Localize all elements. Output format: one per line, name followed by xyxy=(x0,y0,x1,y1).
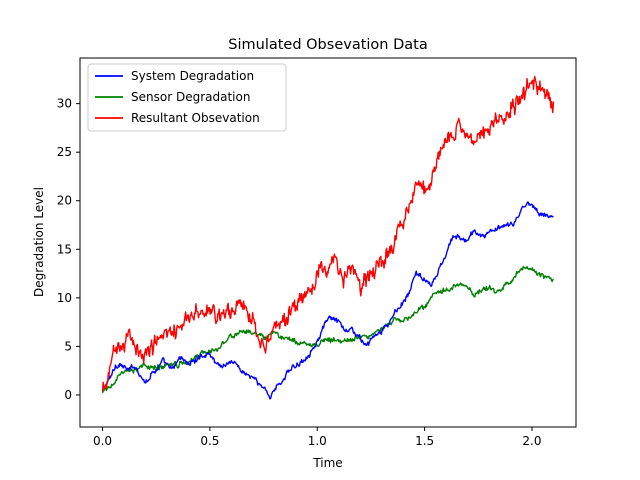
x-tick-label: 0.5 xyxy=(200,434,219,448)
y-tick-label: 20 xyxy=(57,194,72,208)
y-tick-label: 5 xyxy=(64,339,72,353)
legend-label: Sensor Degradation xyxy=(131,90,250,104)
y-tick-label: 0 xyxy=(64,388,72,402)
series-line-2 xyxy=(101,265,554,394)
y-tick-label: 30 xyxy=(57,97,72,111)
y-axis: 0 5 10 15 20 25 30 xyxy=(57,97,80,402)
series-line-3 xyxy=(101,75,555,392)
legend: System Degradation Sensor Degradation Resu… xyxy=(87,63,287,132)
chart-title: Simulated Obsevation Data xyxy=(228,37,427,53)
plot-frame xyxy=(79,57,577,428)
y-tick-label: 15 xyxy=(57,242,72,256)
x-tick-label: 1.0 xyxy=(308,434,327,448)
x-tick-label: 0.0 xyxy=(93,434,112,448)
legend-label: Resultant Obsevation xyxy=(131,111,260,125)
x-tick-label: 1.5 xyxy=(415,434,434,448)
series-layer xyxy=(101,75,555,400)
x-axis-label: Time xyxy=(312,456,342,470)
x-axis: 0.0 0.5 1.0 1.5 2.0 xyxy=(93,427,542,448)
y-tick-label: 25 xyxy=(57,145,72,159)
y-axis-label: Degradation Level xyxy=(32,187,46,297)
legend-label: System Degradation xyxy=(131,69,254,83)
legend-box xyxy=(87,63,287,132)
y-tick-label: 10 xyxy=(57,291,72,305)
x-tick-label: 2.0 xyxy=(522,434,541,448)
series-line-1 xyxy=(102,201,554,400)
